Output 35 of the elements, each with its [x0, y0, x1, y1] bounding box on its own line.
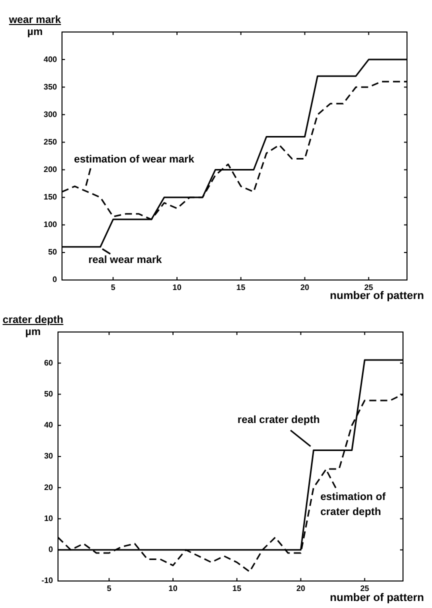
y-tick-label: 20 — [44, 482, 54, 492]
y-tick-label: 10 — [44, 514, 54, 523]
y-axis-title: crater depth µm — [2, 314, 64, 338]
y-tick-label: 250 — [44, 137, 58, 146]
text: real crater depth — [238, 414, 320, 426]
x-axis-title: number of pattern — [330, 592, 424, 605]
y-tick-label: -10 — [41, 576, 54, 586]
y-tick-label: 350 — [44, 82, 58, 92]
y-tick-label: 150 — [44, 192, 58, 202]
x-tick-label: 10 — [172, 283, 182, 292]
x-tick-label: 15 — [236, 283, 246, 292]
y-tick-label: 300 — [44, 110, 58, 119]
x-tick-label: 25 — [360, 584, 370, 594]
legend-label: estimation of crater depth — [320, 490, 386, 518]
y-axis-title: wear mark µm — [9, 14, 61, 38]
y-tick-label: 50 — [48, 248, 58, 257]
y-tick-label: 0 — [52, 275, 58, 284]
x-tick-label: 20 — [300, 283, 310, 292]
y-tick-label: 100 — [44, 220, 58, 230]
y-tick-label: 200 — [44, 164, 58, 174]
x-tick-label: 10 — [168, 584, 178, 594]
y-tick-label: 400 — [44, 54, 58, 64]
x-tick-label: 5 — [110, 283, 116, 292]
x-tick-label: 25 — [364, 283, 374, 292]
x-tick-label: 20 — [296, 584, 306, 594]
y-tick-label: 30 — [44, 452, 54, 461]
y-tick-label: 50 — [44, 389, 54, 398]
x-tick-label: 5 — [106, 584, 112, 594]
series-label: estimation of wear mark — [74, 154, 194, 166]
y-tick-label: 60 — [44, 358, 54, 368]
x-axis-title: number of pattern — [330, 290, 424, 303]
y-tick-label: 0 — [48, 545, 54, 554]
x-tick-label: 15 — [232, 584, 242, 594]
y-tick-label: 40 — [44, 420, 54, 430]
legend-label: real wear mark — [88, 254, 162, 266]
